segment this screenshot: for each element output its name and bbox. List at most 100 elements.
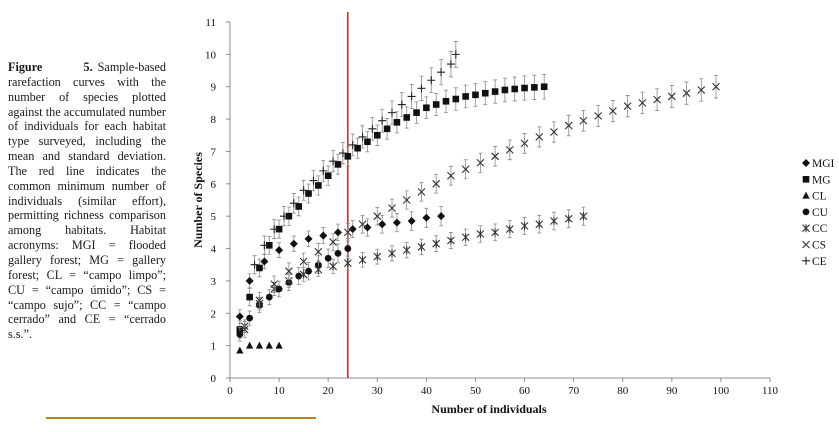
- legend-label-mgi: MGI: [812, 158, 835, 170]
- data-point: [334, 161, 342, 168]
- data-point: [255, 341, 264, 349]
- data-point: [392, 218, 401, 227]
- data-point: [315, 182, 322, 189]
- data-point: [535, 220, 544, 229]
- series-cc: [240, 206, 588, 333]
- data-point: [579, 116, 588, 125]
- data-point: [246, 314, 254, 322]
- data-point: [491, 228, 499, 237]
- data-point: [550, 217, 558, 226]
- caption-divider: [46, 417, 316, 419]
- figure-caption: Figure 5. Sample-based rarefaction curves…: [8, 60, 166, 342]
- data-point: [417, 242, 426, 251]
- data-point: [413, 109, 420, 116]
- data-point: [295, 272, 303, 280]
- data-point: [334, 228, 342, 237]
- x-tick-label: 80: [617, 385, 629, 397]
- series-cu: [236, 238, 352, 342]
- legend-label-cc: CC: [812, 223, 828, 235]
- data-point: [245, 276, 254, 285]
- legend-marker-ce: [802, 256, 810, 265]
- x-tick-label: 50: [470, 385, 482, 397]
- data-point: [446, 60, 455, 69]
- data-point: [383, 125, 391, 133]
- y-tick-label: 4: [211, 244, 217, 256]
- data-point: [334, 250, 342, 257]
- data-point: [275, 225, 283, 233]
- data-point: [378, 220, 387, 229]
- legend-marker-cu: [802, 208, 810, 216]
- data-point: [260, 257, 269, 266]
- data-point: [476, 229, 485, 238]
- legend-marker-cc: [802, 224, 810, 233]
- plot-area: [235, 41, 720, 354]
- data-point: [348, 225, 357, 234]
- figure-caption-text: Sample-based rarefaction curves with the…: [8, 60, 166, 342]
- data-point: [461, 165, 470, 174]
- x-tick-label: 60: [519, 385, 531, 397]
- data-point: [564, 121, 573, 130]
- y-tick-label: 10: [205, 49, 217, 61]
- data-point: [550, 128, 558, 136]
- data-point: [423, 104, 430, 112]
- data-point: [407, 92, 416, 101]
- x-tick-label: 70: [568, 385, 580, 397]
- data-point: [402, 196, 411, 204]
- data-point: [422, 213, 431, 222]
- data-point: [402, 246, 411, 255]
- data-point: [265, 341, 273, 349]
- x-tick-label: 40: [421, 385, 433, 397]
- data-point: [364, 138, 371, 146]
- data-point: [256, 264, 263, 272]
- data-point: [697, 86, 706, 94]
- data-point: [388, 249, 396, 258]
- data-point: [397, 100, 406, 109]
- legend-marker-mgi: [802, 159, 810, 167]
- data-point: [309, 176, 318, 185]
- data-point: [417, 84, 426, 93]
- data-point: [354, 144, 361, 152]
- x-tick-label: 30: [372, 385, 384, 397]
- data-point: [319, 166, 328, 175]
- data-point: [285, 212, 293, 220]
- figure-label: Figure 5.: [8, 60, 93, 74]
- data-point: [275, 246, 284, 255]
- data-point: [358, 255, 367, 264]
- data-point: [358, 220, 367, 229]
- data-point: [265, 242, 273, 249]
- data-point: [343, 228, 352, 237]
- data-point: [638, 99, 647, 107]
- data-point: [520, 221, 529, 230]
- data-point: [594, 111, 603, 120]
- data-point: [280, 212, 288, 221]
- data-point: [667, 92, 676, 101]
- data-point: [579, 212, 588, 221]
- data-point: [432, 239, 441, 248]
- y-tick-label: 0: [211, 373, 217, 385]
- x-tick-label: 0: [227, 385, 233, 397]
- data-point: [447, 236, 455, 245]
- data-point: [299, 257, 308, 266]
- data-point: [520, 139, 529, 148]
- data-point: [427, 76, 436, 85]
- x-tick-label: 20: [323, 385, 335, 397]
- y-tick-label: 1: [211, 341, 217, 353]
- legend-label-mg: MG: [812, 174, 831, 186]
- series-cl: [236, 341, 283, 354]
- y-tick-label: 3: [211, 276, 217, 288]
- data-point: [304, 234, 313, 243]
- data-point: [653, 95, 661, 104]
- legend-marker-mg: [802, 176, 810, 183]
- data-point: [682, 89, 691, 98]
- data-point: [275, 341, 283, 349]
- data-point: [432, 101, 440, 108]
- data-point: [305, 190, 312, 197]
- data-point: [324, 254, 332, 262]
- data-point: [432, 179, 441, 188]
- data-point: [329, 238, 337, 246]
- y-tick-label: 6: [211, 179, 217, 191]
- data-point: [373, 212, 382, 221]
- x-tick-label: 110: [762, 385, 779, 397]
- data-point: [265, 293, 273, 301]
